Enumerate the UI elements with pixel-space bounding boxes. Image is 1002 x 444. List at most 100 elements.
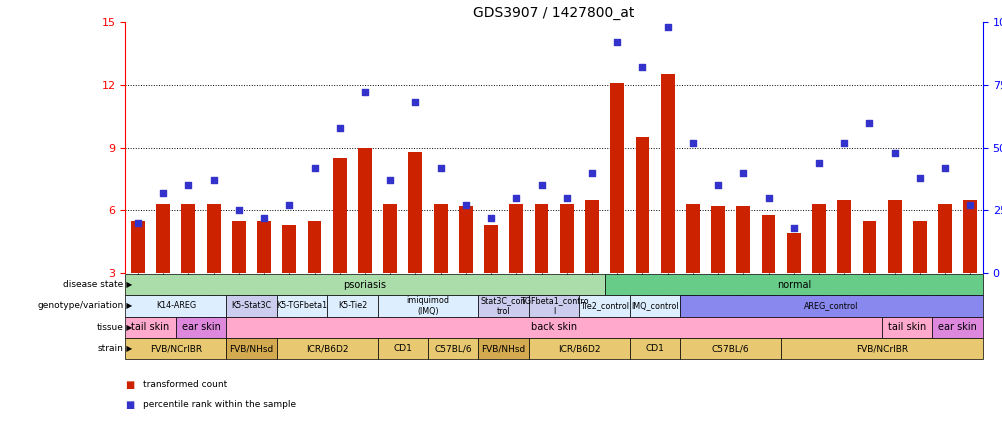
Text: transformed count: transformed count xyxy=(143,381,227,389)
Bar xyxy=(761,214,775,273)
Text: strain: strain xyxy=(97,344,123,353)
Bar xyxy=(459,206,472,273)
Point xyxy=(886,149,902,156)
Point xyxy=(734,169,750,176)
Point xyxy=(432,164,448,171)
Bar xyxy=(231,221,245,273)
Bar xyxy=(383,204,397,273)
Text: tail skin: tail skin xyxy=(131,322,169,332)
Bar xyxy=(308,221,322,273)
Bar xyxy=(333,158,347,273)
Bar xyxy=(685,204,699,273)
Bar xyxy=(131,221,144,273)
Text: genotype/variation: genotype/variation xyxy=(37,301,123,310)
Point xyxy=(684,139,700,146)
Text: ■: ■ xyxy=(125,400,134,410)
Point xyxy=(659,24,675,31)
Text: ▶: ▶ xyxy=(124,280,132,289)
Text: disease state: disease state xyxy=(63,280,123,289)
Text: psoriasis: psoriasis xyxy=(343,280,386,289)
Text: normal: normal xyxy=(776,280,810,289)
Point xyxy=(760,194,776,202)
Text: ▶: ▶ xyxy=(124,323,132,332)
Text: ear skin: ear skin xyxy=(181,322,220,332)
Point xyxy=(180,182,196,189)
Bar xyxy=(509,204,523,273)
Bar xyxy=(584,200,598,273)
Bar xyxy=(635,137,648,273)
Text: Stat3C_con
trol: Stat3C_con trol xyxy=(481,296,526,316)
Bar xyxy=(660,75,674,273)
Text: ▶: ▶ xyxy=(124,301,132,310)
Point xyxy=(811,159,827,166)
Point xyxy=(961,202,977,209)
Text: FVB/NCrIBR: FVB/NCrIBR xyxy=(149,344,201,353)
Bar xyxy=(812,204,825,273)
Point xyxy=(608,39,624,46)
Text: ▶: ▶ xyxy=(124,344,132,353)
Point xyxy=(357,89,373,96)
Text: ■: ■ xyxy=(125,380,134,390)
Text: ICR/B6D2: ICR/B6D2 xyxy=(557,344,600,353)
Text: tissue: tissue xyxy=(96,323,123,332)
Text: C57BL/6: C57BL/6 xyxy=(434,344,472,353)
Bar xyxy=(735,206,749,273)
Bar xyxy=(559,204,573,273)
Point xyxy=(709,182,725,189)
Bar xyxy=(786,234,800,273)
Point xyxy=(457,202,473,209)
Point xyxy=(230,207,246,214)
Text: FVB/NCrIBR: FVB/NCrIBR xyxy=(855,344,907,353)
Point xyxy=(836,139,852,146)
Point xyxy=(256,214,272,222)
Point xyxy=(307,164,323,171)
Text: TGFbeta1_contro
l: TGFbeta1_contro l xyxy=(519,296,588,316)
Bar xyxy=(484,225,498,273)
Point xyxy=(533,182,549,189)
Bar xyxy=(609,83,623,273)
Point xyxy=(583,169,599,176)
Point xyxy=(785,224,801,231)
Bar xyxy=(837,200,851,273)
Bar xyxy=(534,204,548,273)
Point xyxy=(634,64,650,71)
Point xyxy=(281,202,297,209)
Point xyxy=(558,194,574,202)
Text: AREG_control: AREG_control xyxy=(804,301,858,310)
Bar xyxy=(408,152,422,273)
Point xyxy=(911,174,927,181)
Bar xyxy=(206,204,220,273)
Text: FVB/NHsd: FVB/NHsd xyxy=(229,344,274,353)
Bar xyxy=(937,204,951,273)
Bar xyxy=(433,204,447,273)
Point xyxy=(382,177,398,184)
Text: Tie2_control: Tie2_control xyxy=(579,301,628,310)
Text: ear skin: ear skin xyxy=(937,322,976,332)
Bar xyxy=(358,148,372,273)
Bar xyxy=(710,206,724,273)
Text: FVB/NHsd: FVB/NHsd xyxy=(481,344,525,353)
Bar xyxy=(963,200,976,273)
Text: K5-Tie2: K5-Tie2 xyxy=(338,301,367,310)
Bar xyxy=(181,204,195,273)
Text: back skin: back skin xyxy=(531,322,576,332)
Point xyxy=(155,189,171,196)
Bar xyxy=(862,221,876,273)
Bar xyxy=(887,200,901,273)
Text: imiquimod
(IMQ): imiquimod (IMQ) xyxy=(406,296,449,316)
Text: CD1: CD1 xyxy=(393,344,412,353)
Text: K5-Stat3C: K5-Stat3C xyxy=(231,301,272,310)
Point xyxy=(936,164,952,171)
Title: GDS3907 / 1427800_at: GDS3907 / 1427800_at xyxy=(473,6,634,20)
Bar xyxy=(912,221,926,273)
Text: C57BL/6: C57BL/6 xyxy=(711,344,748,353)
Text: K5-TGFbeta1: K5-TGFbeta1 xyxy=(277,301,328,310)
Point xyxy=(205,177,221,184)
Point xyxy=(861,119,877,126)
Point xyxy=(407,99,423,106)
Point xyxy=(332,124,348,131)
Text: K14-AREG: K14-AREG xyxy=(155,301,195,310)
Bar xyxy=(156,204,170,273)
Text: CD1: CD1 xyxy=(645,344,663,353)
Text: tail skin: tail skin xyxy=(887,322,926,332)
